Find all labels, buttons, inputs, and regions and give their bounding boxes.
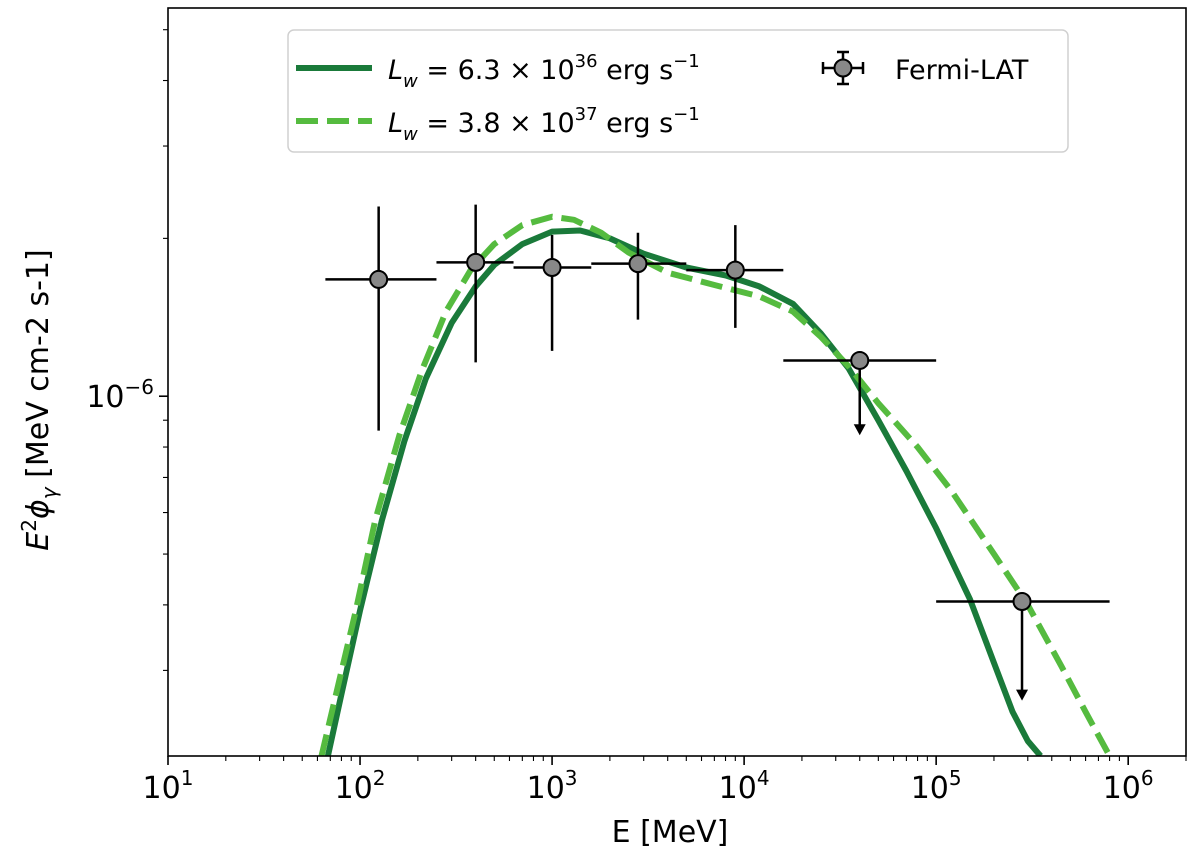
legend1-var: L xyxy=(388,108,403,139)
x-tick-label: 101 xyxy=(143,766,194,806)
data-point xyxy=(436,204,514,363)
data-point xyxy=(513,234,592,351)
data-point xyxy=(591,232,687,320)
legend-marker-fermi xyxy=(821,50,865,86)
legend1-exp: 37 xyxy=(575,104,598,125)
x-tick-label: 104 xyxy=(719,766,770,806)
x-tick-label: 105 xyxy=(911,766,962,806)
data-point xyxy=(783,350,937,436)
y-label-sub: γ xyxy=(37,486,61,499)
legend1-post: erg s xyxy=(598,108,674,139)
legend-label-dashed: Lw = 3.8 × 1037 erg s−1 xyxy=(388,104,700,145)
legend1-unitexp: −1 xyxy=(673,104,700,125)
legend-label-solid: Lw = 6.3 × 1036 erg s−1 xyxy=(388,51,700,92)
plot-frame xyxy=(167,7,1187,757)
legend0-var: L xyxy=(388,55,403,86)
x-axis: 101 102 103 104 105 106 xyxy=(143,756,1187,806)
legend0-sub: w xyxy=(403,71,418,92)
x-tick-label: 102 xyxy=(335,766,386,806)
y-label-phi: ϕ xyxy=(21,499,56,519)
series-line-0 xyxy=(324,227,1043,756)
legend: Lw = 6.3 × 1036 erg s−1 Lw = 3.8 × 1037 … xyxy=(287,29,1069,153)
legend-box xyxy=(287,29,1069,153)
legend1-pre: = 3.8 × 10 xyxy=(418,108,575,139)
legend0-exp: 36 xyxy=(575,51,598,72)
x-tick-label: 106 xyxy=(1103,766,1154,806)
legend-label-fermi: Fermi-LAT xyxy=(895,55,1029,86)
y-label-base: E xyxy=(21,532,56,551)
data-point xyxy=(686,225,784,328)
legend1-sub: w xyxy=(403,124,418,145)
x-axis-label: E [MeV] xyxy=(612,815,729,850)
y-tick-label: 10−6 xyxy=(86,375,154,415)
legend0-unitexp: −1 xyxy=(673,51,700,72)
legend0-pre: = 6.3 × 10 xyxy=(418,55,575,86)
y-axis: 10−6 xyxy=(86,29,168,671)
y-axis-label: E2ϕγ [MeV cm-2 s-1] xyxy=(17,249,61,550)
y-label-sup: 2 xyxy=(17,519,41,532)
legend0-post: erg s xyxy=(598,55,674,86)
fermi-lat-points xyxy=(325,204,1110,701)
data-point xyxy=(325,206,437,431)
x-tick-label: 103 xyxy=(527,766,578,806)
y-label-unit: [MeV cm-2 s-1] xyxy=(21,249,56,487)
data-point xyxy=(936,591,1110,701)
